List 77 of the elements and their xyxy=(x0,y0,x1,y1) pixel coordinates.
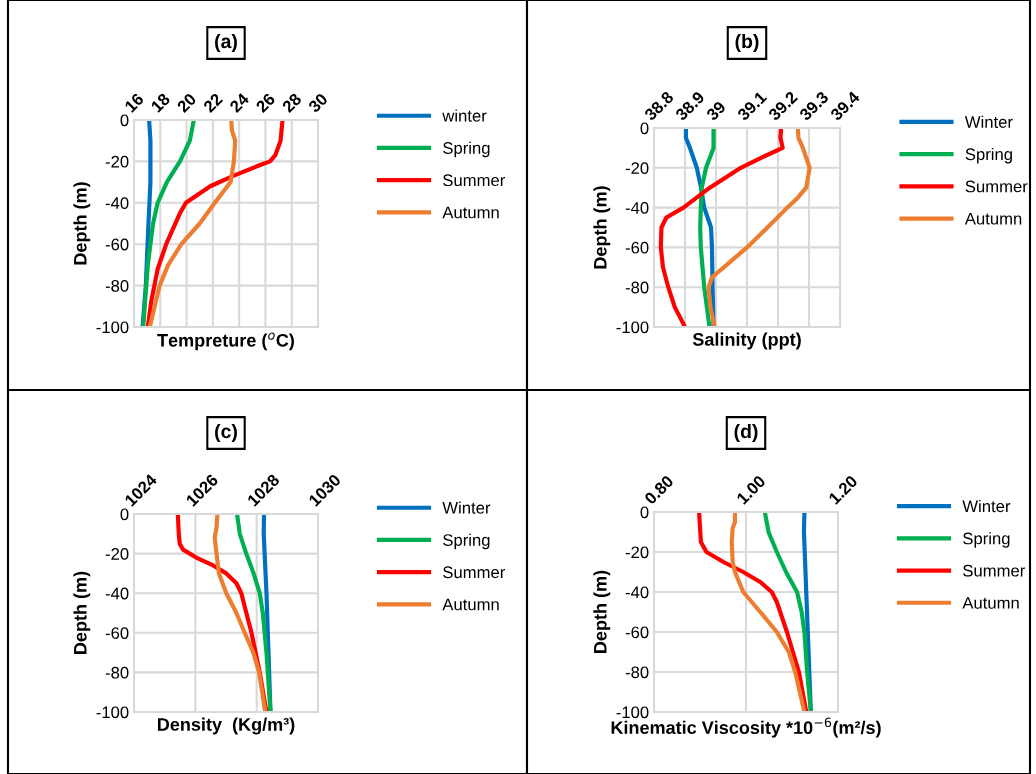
y-tick-label: 0 xyxy=(120,114,129,127)
x-tick-label: 39 xyxy=(705,100,727,122)
x-tick-label: 26 xyxy=(255,92,276,114)
legend-label: Spring xyxy=(443,533,490,550)
chart-title: (c) xyxy=(215,423,237,443)
y-tick-label: -40 xyxy=(625,202,649,214)
y-tick-label: -20 xyxy=(625,546,649,559)
y-tick-label: -80 xyxy=(105,280,129,292)
x-tick-label: 38.8 xyxy=(643,90,675,122)
legend-label: Spring xyxy=(965,147,1012,164)
legend-label: Summer xyxy=(443,174,506,187)
y-tick-label: -40 xyxy=(625,586,649,599)
y-tick-label: -60 xyxy=(625,626,649,639)
line-series xyxy=(696,512,809,712)
x-tick-label: 0.80 xyxy=(643,474,675,506)
y-tick-label: -20 xyxy=(625,162,649,174)
y-tick-label: -60 xyxy=(105,238,129,251)
chart-title: (b) xyxy=(735,33,759,53)
legend-label: Autumn xyxy=(962,597,1019,609)
line-series xyxy=(658,128,785,327)
legend-label: Autumn xyxy=(964,212,1022,225)
y-tick-label: -20 xyxy=(105,155,129,168)
y-tick-label: -80 xyxy=(625,666,649,679)
line-series xyxy=(234,514,273,712)
legend-label: Summer xyxy=(965,180,1028,193)
x-tick-label: 39.2 xyxy=(767,90,799,122)
line-series xyxy=(729,512,807,712)
x-tick-label: 18 xyxy=(150,92,171,113)
y-tick-label: -60 xyxy=(105,627,129,639)
legend-label: Winter xyxy=(442,501,491,514)
y-axis-title: Depth (m) xyxy=(73,571,91,654)
x-axis-title: Density (Kg/m³) xyxy=(158,717,295,735)
x-tick-label: 16 xyxy=(124,92,145,113)
line-series xyxy=(145,120,285,327)
y-axis-title: Depth (m) xyxy=(593,570,611,653)
legend-label: Spring xyxy=(963,532,1010,548)
chart-title: (d) xyxy=(734,423,758,443)
x-tick-label: 39.3 xyxy=(798,90,830,122)
x-tick-label: 30 xyxy=(307,92,329,114)
y-tick-label: -100 xyxy=(616,321,649,334)
legend-label: Summer xyxy=(963,564,1026,577)
legend-label: Spring xyxy=(443,141,490,158)
legend-label: Autumn xyxy=(442,598,499,611)
y-tick-label: -20 xyxy=(105,548,129,560)
y-tick-label: 0 xyxy=(640,122,649,135)
line-series xyxy=(147,120,238,327)
legend-label: Summer xyxy=(443,566,506,579)
legend-label: Winter xyxy=(964,115,1013,128)
y-tick-label: -100 xyxy=(616,706,649,719)
x-tick-label: 20 xyxy=(176,92,197,114)
line-series xyxy=(141,120,196,327)
y-tick-label: 0 xyxy=(120,508,129,521)
x-tick-label: 38.9 xyxy=(674,90,706,122)
x-tick-label: 28 xyxy=(281,92,303,114)
line-series xyxy=(698,128,716,327)
line-series xyxy=(706,128,812,327)
y-tick-label: -100 xyxy=(96,706,129,719)
x-axis-title: Tempreture ($^{o}$C) xyxy=(157,332,294,351)
x-tick-label: 39.1 xyxy=(736,90,768,122)
line-series xyxy=(762,512,813,712)
legend-label: Winter xyxy=(962,499,1011,513)
y-tick-label: 0 xyxy=(640,506,649,519)
y-tick-label: -80 xyxy=(625,281,649,294)
y-tick-label: -40 xyxy=(105,197,129,209)
line-series xyxy=(212,514,268,712)
x-tick-label: 24 xyxy=(228,92,250,113)
x-tick-label: 22 xyxy=(202,92,224,113)
legend-label: Autumn xyxy=(442,206,499,219)
x-axis-title: Salinity (ppt) xyxy=(692,332,801,350)
y-tick-label: -100 xyxy=(96,321,129,334)
chart-title: (a) xyxy=(215,33,237,53)
y-axis-title: Depth (m) xyxy=(593,186,611,269)
y-tick-label: -60 xyxy=(625,241,649,254)
legend-label: winter xyxy=(442,109,487,122)
y-tick-label: -40 xyxy=(105,587,129,600)
y-tick-label: -80 xyxy=(105,666,129,679)
y-axis-title: Depth (m) xyxy=(73,182,91,265)
